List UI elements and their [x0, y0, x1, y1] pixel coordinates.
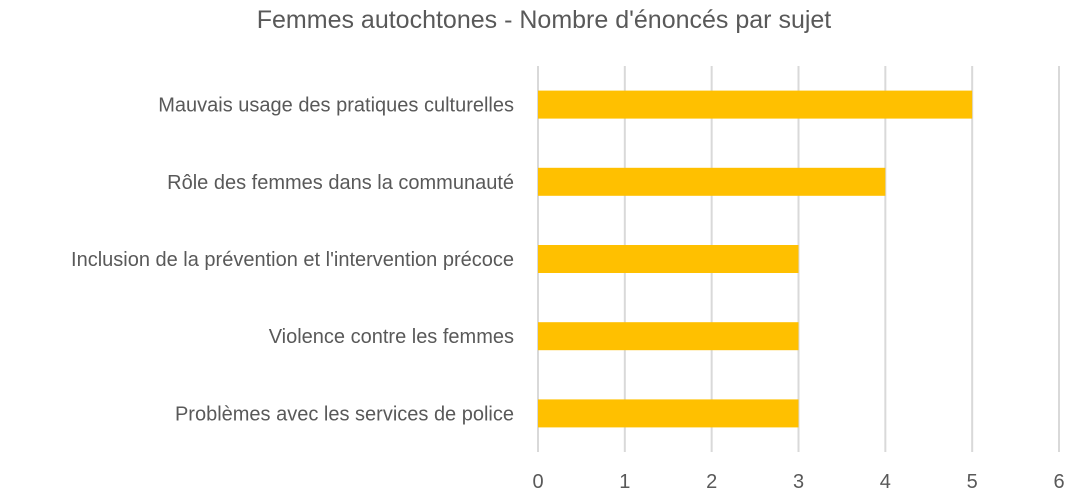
- bar: [538, 399, 799, 428]
- x-tick-label: 4: [880, 471, 891, 493]
- bar: [538, 322, 799, 351]
- category-label: Rôle des femmes dans la communauté: [167, 172, 514, 194]
- category-label: Violence contre les femmes: [269, 326, 514, 348]
- bars: [538, 90, 973, 428]
- bar: [538, 90, 973, 119]
- chart-title: Femmes autochtones - Nombre d'énoncés pa…: [256, 6, 832, 34]
- category-label: Inclusion de la prévention et l'interven…: [71, 249, 514, 271]
- bar: [538, 167, 886, 196]
- x-tick-labels: 0 1 2 3 4 5 6: [532, 471, 1064, 493]
- x-tick-label: 2: [706, 471, 717, 493]
- category-labels: Mauvais usage des pratiques culturelles R…: [71, 95, 514, 426]
- x-tick-label: 5: [967, 471, 978, 493]
- x-tick-label: 1: [619, 471, 630, 493]
- x-tick-label: 6: [1053, 471, 1064, 493]
- bar: [538, 245, 799, 273]
- x-tick-label: 3: [793, 471, 804, 493]
- category-label: Mauvais usage des pratiques culturelles: [158, 95, 514, 117]
- category-label: Problèmes avec les services de police: [175, 403, 514, 425]
- x-tick-label: 0: [532, 471, 543, 493]
